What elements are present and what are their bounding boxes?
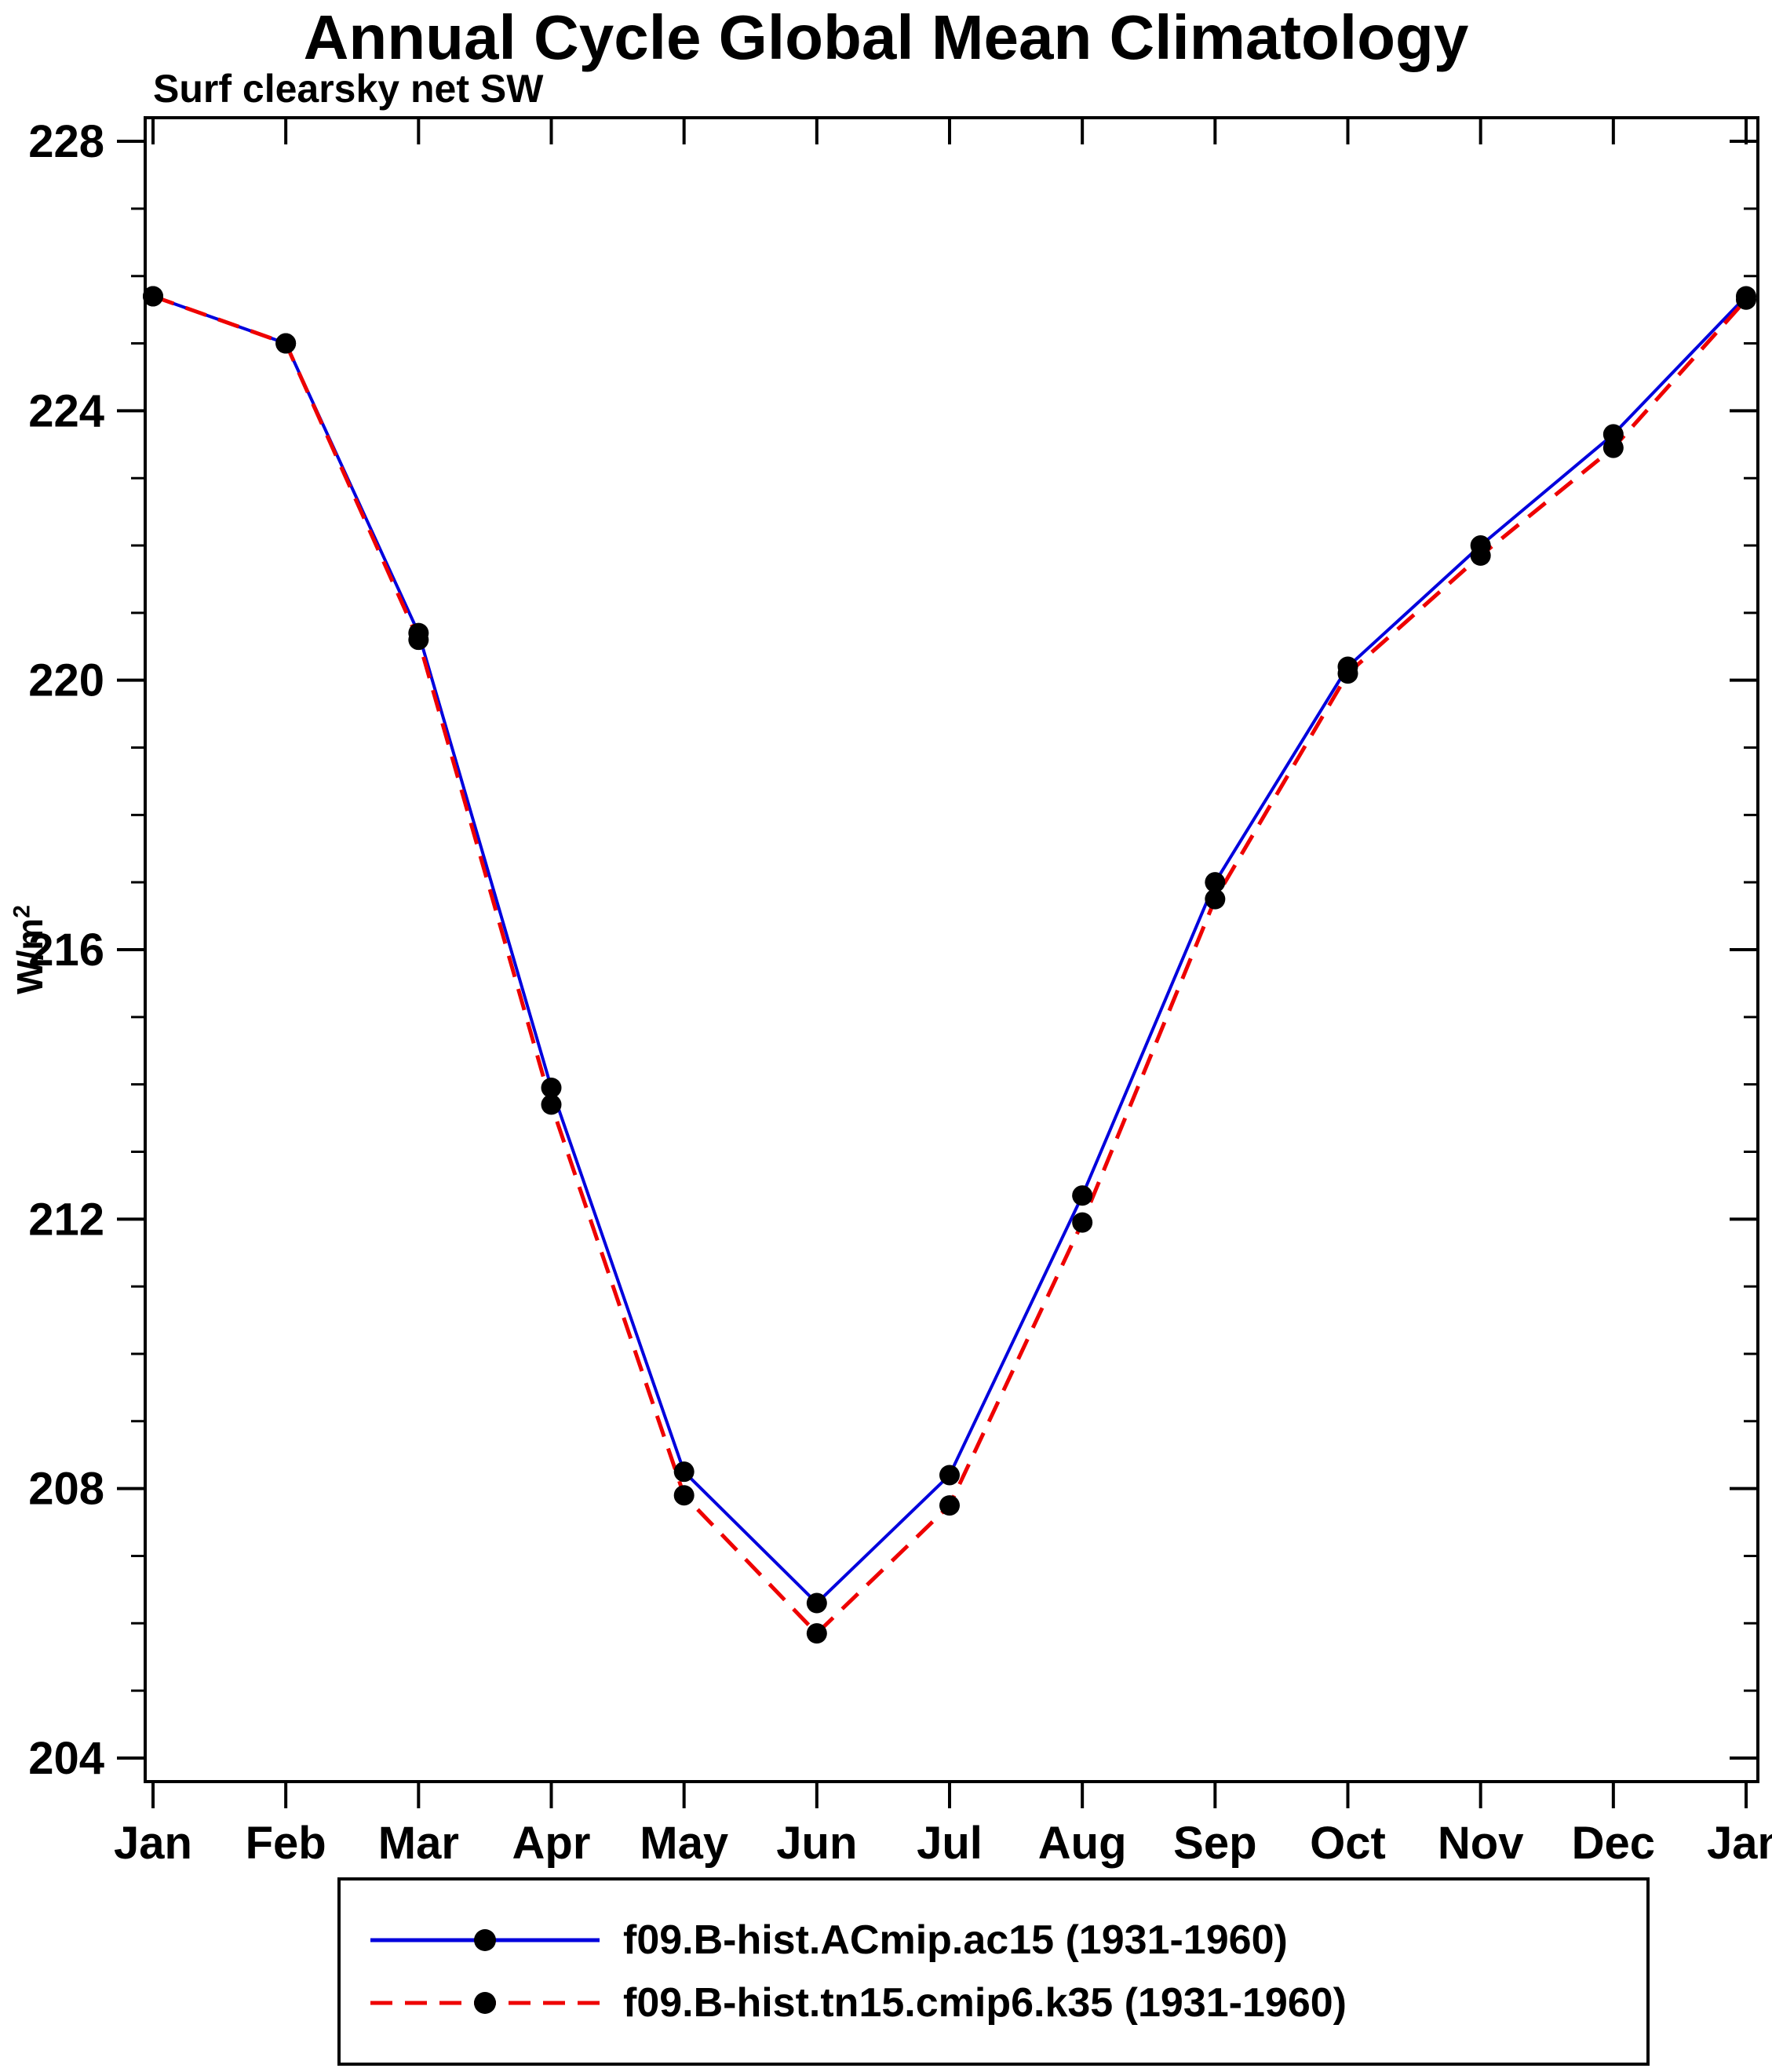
y-tick-label: 216	[28, 925, 104, 976]
data-marker	[1337, 663, 1358, 684]
chart-title: Annual Cycle Global Mean Climatology	[303, 2, 1469, 72]
y-tick-label: 220	[28, 655, 104, 706]
data-marker	[541, 1077, 562, 1098]
legend-line-sample-dashed	[370, 1992, 600, 2014]
y-tick-label: 224	[28, 385, 104, 436]
chart-subtitle: Surf clearsky net SW	[153, 67, 544, 111]
x-tick-label: Jan	[114, 1818, 192, 1869]
series-line-dashed	[152, 294, 1748, 1636]
x-tick-label: Aug	[1038, 1818, 1127, 1869]
legend: f09.B-hist.ACmip.ac15 (1931-1960) f09.B-…	[337, 1877, 1650, 2066]
data-marker	[806, 1623, 827, 1644]
x-tick-label: May	[640, 1818, 728, 1869]
data-marker	[806, 1592, 827, 1614]
data-marker	[1072, 1212, 1093, 1233]
y-tick-label: 204	[28, 1733, 104, 1784]
data-marker	[673, 1461, 695, 1483]
legend-item: f09.B-hist.tn15.cmip6.k35 (1931-1960)	[367, 1979, 1646, 2026]
plot-area: Jan Feb Mar Apr May Jun Jul Aug Sep Oct Nov Dec Jan2…	[28, 116, 1772, 1869]
series-line-solid	[152, 294, 1748, 1606]
x-tick-label: Dec	[1572, 1818, 1655, 1869]
x-tick-label: Apr	[512, 1818, 591, 1869]
x-tick-label: Jul	[917, 1818, 983, 1869]
data-marker	[939, 1495, 960, 1516]
x-tick-label: Nov	[1438, 1818, 1524, 1869]
x-tick-label: Jan	[1707, 1818, 1772, 1869]
data-marker	[1205, 872, 1226, 893]
legend-sample-marker	[474, 1929, 496, 1951]
data-marker	[541, 1094, 562, 1115]
data-marker	[1072, 1185, 1093, 1206]
data-marker	[408, 629, 429, 651]
data-marker	[1736, 289, 1756, 310]
x-tick-label: Mar	[378, 1818, 459, 1869]
data-marker	[939, 1465, 960, 1486]
x-tick-label: Feb	[246, 1818, 326, 1869]
y-tick-label: 228	[28, 116, 104, 167]
data-marker	[1205, 888, 1226, 910]
legend-label: f09.B-hist.ACmip.ac15 (1931-1960)	[623, 1917, 1288, 1963]
x-tick-label: Oct	[1310, 1818, 1386, 1869]
data-marker	[1470, 545, 1491, 566]
legend-item: f09.B-hist.ACmip.ac15 (1931-1960)	[367, 1917, 1646, 1964]
y-tick-label: 212	[28, 1194, 104, 1245]
legend-line-sample-solid	[370, 1929, 600, 1951]
legend-sample-marker	[474, 1992, 496, 2014]
x-tick-label: Jun	[776, 1818, 857, 1869]
data-marker	[1602, 437, 1624, 458]
legend-label: f09.B-hist.tn15.cmip6.k35 (1931-1960)	[623, 1980, 1347, 2026]
y-tick-label: 208	[28, 1464, 104, 1515]
data-marker	[275, 333, 297, 354]
plot-frame	[144, 116, 1759, 1783]
data-marker	[673, 1485, 695, 1506]
x-tick-label: Sep	[1173, 1818, 1256, 1869]
data-marker	[143, 286, 163, 307]
